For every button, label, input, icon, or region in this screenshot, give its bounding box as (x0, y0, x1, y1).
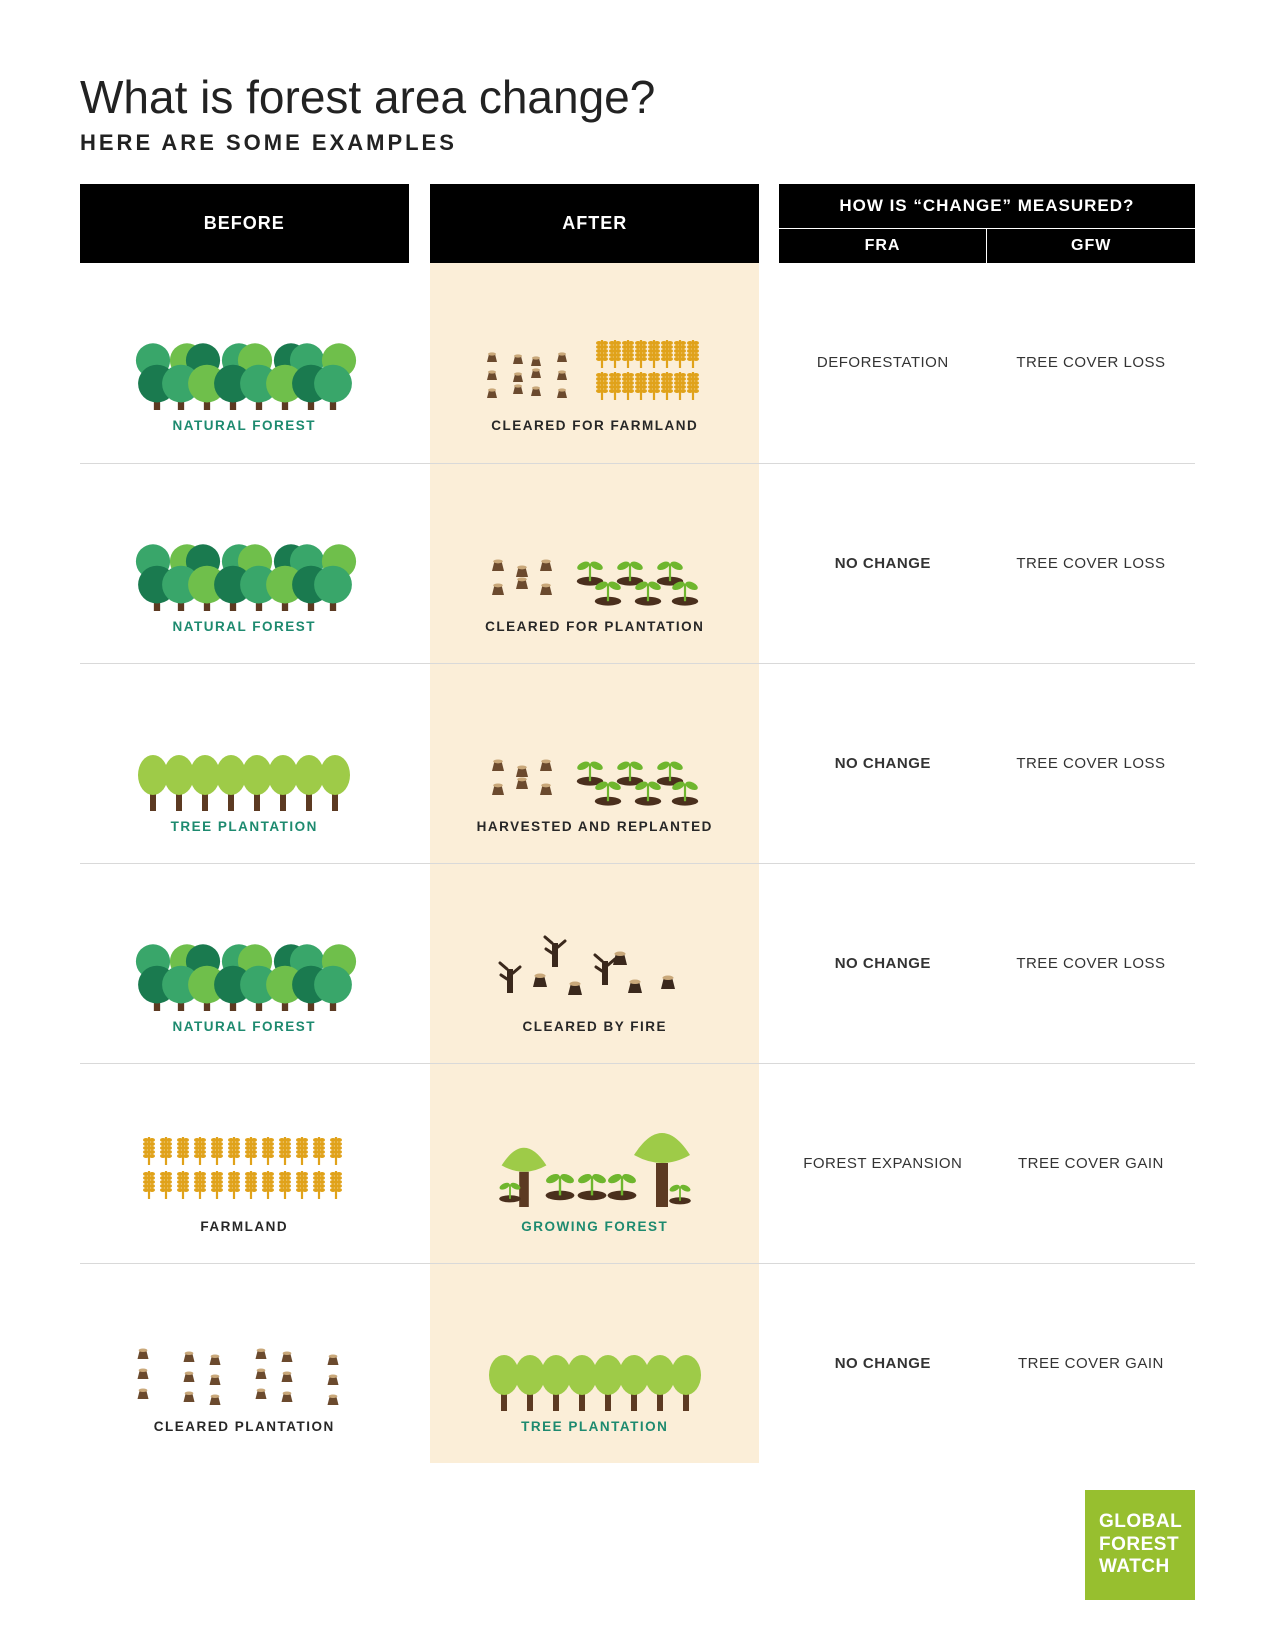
fra-value: NO CHANGE (779, 863, 987, 1063)
header-after: AFTER (430, 184, 759, 263)
page-title: What is forest area change? (80, 70, 1195, 124)
gap (759, 1063, 779, 1263)
comparison-table: BEFORE AFTER HOW IS “CHANGE” MEASURED? F… (80, 184, 1195, 1463)
before-cell: TREE PLANTATION (80, 663, 409, 863)
header-before: BEFORE (80, 184, 409, 263)
tree-plantation-icon (480, 1301, 710, 1411)
cleared-stumps-icon (129, 1301, 359, 1411)
caption: HARVESTED AND REPLANTED (477, 819, 713, 834)
harvested-replanted-icon (480, 701, 710, 811)
header-gfw: GFW (987, 229, 1195, 264)
gfw-value: TREE COVER GAIN (987, 1263, 1195, 1463)
header-gap (409, 184, 431, 263)
caption: TREE PLANTATION (171, 819, 318, 834)
gfw-value: TREE COVER LOSS (987, 663, 1195, 863)
gap (759, 663, 779, 863)
caption: CLEARED FOR PLANTATION (485, 619, 704, 634)
gap (759, 863, 779, 1063)
after-cell: GROWING FOREST (430, 1063, 759, 1263)
gfw-value: TREE COVER LOSS (987, 863, 1195, 1063)
before-cell: NATURAL FOREST (80, 263, 409, 463)
header-gap (759, 184, 779, 263)
logo-line3: WATCH (1099, 1556, 1195, 1579)
gap (409, 1063, 431, 1263)
gap (409, 1263, 431, 1463)
after-cell: CLEARED FOR FARMLAND (430, 263, 759, 463)
cleared-fire-icon (480, 901, 710, 1011)
natural-forest-icon (129, 501, 359, 611)
caption: NATURAL FOREST (173, 418, 317, 433)
fra-value: NO CHANGE (779, 1263, 987, 1463)
caption: FARMLAND (200, 1219, 288, 1234)
before-cell: NATURAL FOREST (80, 863, 409, 1063)
gfw-value: TREE COVER LOSS (987, 463, 1195, 663)
gfw-value: TREE COVER LOSS (987, 263, 1195, 463)
page-subtitle: HERE ARE SOME EXAMPLES (80, 130, 1195, 156)
header-fra: FRA (779, 229, 987, 264)
gap (759, 263, 779, 463)
fra-value: DEFORESTATION (779, 263, 987, 463)
after-cell: HARVESTED AND REPLANTED (430, 663, 759, 863)
gap (759, 463, 779, 663)
fra-value: FOREST EXPANSION (779, 1063, 987, 1263)
caption: CLEARED BY FIRE (523, 1019, 668, 1034)
gap (409, 663, 431, 863)
caption: NATURAL FOREST (173, 1019, 317, 1034)
growing-forest-icon (480, 1101, 710, 1211)
cleared-plantation-icon (480, 501, 710, 611)
gap (409, 863, 431, 1063)
gap (409, 463, 431, 663)
tree-plantation-icon (129, 701, 359, 811)
logo-line2: FOREST (1099, 1534, 1195, 1557)
caption: NATURAL FOREST (173, 619, 317, 634)
natural-forest-icon (129, 300, 359, 410)
after-cell: TREE PLANTATION (430, 1263, 759, 1463)
gfw-logo: GLOBAL FOREST WATCH (1085, 1490, 1195, 1600)
before-cell: NATURAL FOREST (80, 463, 409, 663)
after-cell: CLEARED FOR PLANTATION (430, 463, 759, 663)
before-cell: FARMLAND (80, 1063, 409, 1263)
farmland-icon (129, 1101, 359, 1211)
after-cell: CLEARED BY FIRE (430, 863, 759, 1063)
gfw-value: TREE COVER GAIN (987, 1063, 1195, 1263)
caption: CLEARED FOR FARMLAND (491, 418, 698, 433)
before-cell: CLEARED PLANTATION (80, 1263, 409, 1463)
caption: CLEARED PLANTATION (154, 1419, 335, 1434)
caption: GROWING FOREST (521, 1219, 668, 1234)
cleared-farmland-icon (480, 300, 710, 410)
gap (759, 1263, 779, 1463)
logo-line1: GLOBAL (1099, 1511, 1195, 1534)
fra-value: NO CHANGE (779, 663, 987, 863)
fra-value: NO CHANGE (779, 463, 987, 663)
header-measured: HOW IS “CHANGE” MEASURED? (779, 184, 1195, 229)
natural-forest-icon (129, 901, 359, 1011)
gap (409, 263, 431, 463)
caption: TREE PLANTATION (521, 1419, 668, 1434)
